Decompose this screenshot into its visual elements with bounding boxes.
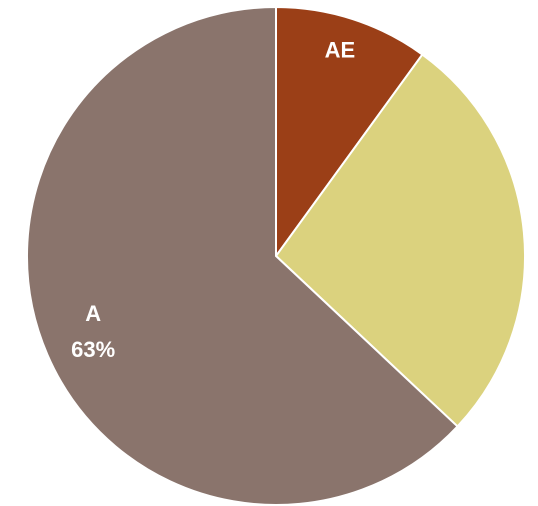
pie-slice <box>274 53 526 428</box>
slice-label: A <box>85 301 101 326</box>
slice-label: AE <box>325 37 356 62</box>
slice-value-label: 63% <box>71 337 115 362</box>
pie-slice <box>26 5 459 506</box>
pie-slice <box>275 5 424 260</box>
